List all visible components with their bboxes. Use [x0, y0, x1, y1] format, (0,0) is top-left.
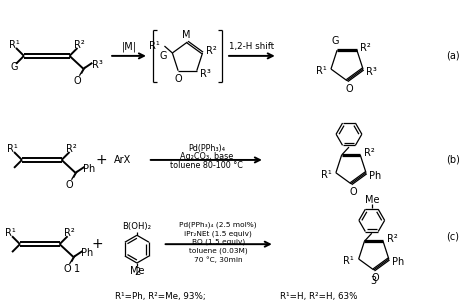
Text: Pd(PPh₃)₄ (2.5 mol%): Pd(PPh₃)₄ (2.5 mol%): [179, 221, 257, 227]
Text: R¹: R¹: [7, 144, 18, 154]
Text: 1: 1: [74, 264, 81, 274]
Text: (c): (c): [447, 231, 459, 241]
Text: iPr₂NEt (1.5 equiv): iPr₂NEt (1.5 equiv): [184, 230, 252, 236]
Text: R¹: R¹: [5, 228, 16, 238]
Text: Me: Me: [365, 195, 379, 204]
Text: toluene 80-100 °C: toluene 80-100 °C: [170, 161, 243, 170]
Text: R²: R²: [360, 43, 371, 53]
Text: R²: R²: [206, 46, 217, 56]
Text: O: O: [66, 180, 73, 190]
Text: G: G: [331, 36, 339, 46]
Text: R²: R²: [64, 228, 75, 238]
Text: toluene (0.03M): toluene (0.03M): [189, 248, 247, 255]
Text: Ph: Ph: [83, 164, 95, 174]
Text: Ph: Ph: [81, 248, 93, 258]
Text: Ph: Ph: [392, 257, 404, 267]
Text: R³: R³: [200, 69, 211, 79]
Text: R¹: R¹: [320, 170, 331, 180]
Text: Ph: Ph: [369, 171, 381, 181]
Text: (b): (b): [446, 155, 460, 165]
Text: |M|: |M|: [121, 42, 137, 52]
Text: Pd(PPh₃)₄: Pd(PPh₃)₄: [188, 144, 225, 153]
Text: Me: Me: [130, 266, 144, 276]
Text: 2: 2: [134, 267, 140, 277]
Text: O: O: [345, 84, 353, 94]
Text: G: G: [10, 62, 18, 72]
Text: 70 °C, 30min: 70 °C, 30min: [194, 257, 243, 263]
Text: 1,2-H shift: 1,2-H shift: [229, 42, 274, 52]
Text: R²: R²: [66, 144, 77, 154]
Text: BQ (1.5 equiv): BQ (1.5 equiv): [191, 239, 245, 245]
Text: O: O: [349, 187, 357, 197]
Text: (a): (a): [446, 51, 460, 61]
Text: 3: 3: [371, 276, 377, 286]
Text: R²: R²: [387, 234, 397, 244]
Text: ArX: ArX: [114, 155, 132, 165]
Text: B(OH)₂: B(OH)₂: [122, 222, 151, 231]
Text: R²: R²: [364, 148, 374, 158]
Text: R¹=H, R²=H, 63%: R¹=H, R²=H, 63%: [281, 292, 358, 301]
Text: R³: R³: [92, 60, 103, 70]
Text: R¹: R¹: [9, 40, 19, 50]
Text: O: O: [174, 74, 182, 84]
Text: +: +: [95, 153, 107, 167]
Text: +: +: [91, 237, 103, 251]
Text: M: M: [182, 30, 191, 40]
Text: O: O: [73, 76, 81, 86]
Text: R¹=Ph, R²=Me, 93%;: R¹=Ph, R²=Me, 93%;: [115, 292, 206, 301]
Text: R³: R³: [366, 67, 377, 77]
Text: O: O: [64, 264, 72, 274]
Text: G: G: [160, 51, 167, 61]
Text: R²: R²: [74, 40, 85, 50]
Text: R¹: R¹: [343, 256, 354, 266]
Text: Ag₂CO₃, base: Ag₂CO₃, base: [180, 153, 233, 161]
Text: R¹: R¹: [316, 66, 327, 76]
Text: R¹: R¹: [149, 41, 160, 51]
Text: O: O: [372, 273, 380, 283]
